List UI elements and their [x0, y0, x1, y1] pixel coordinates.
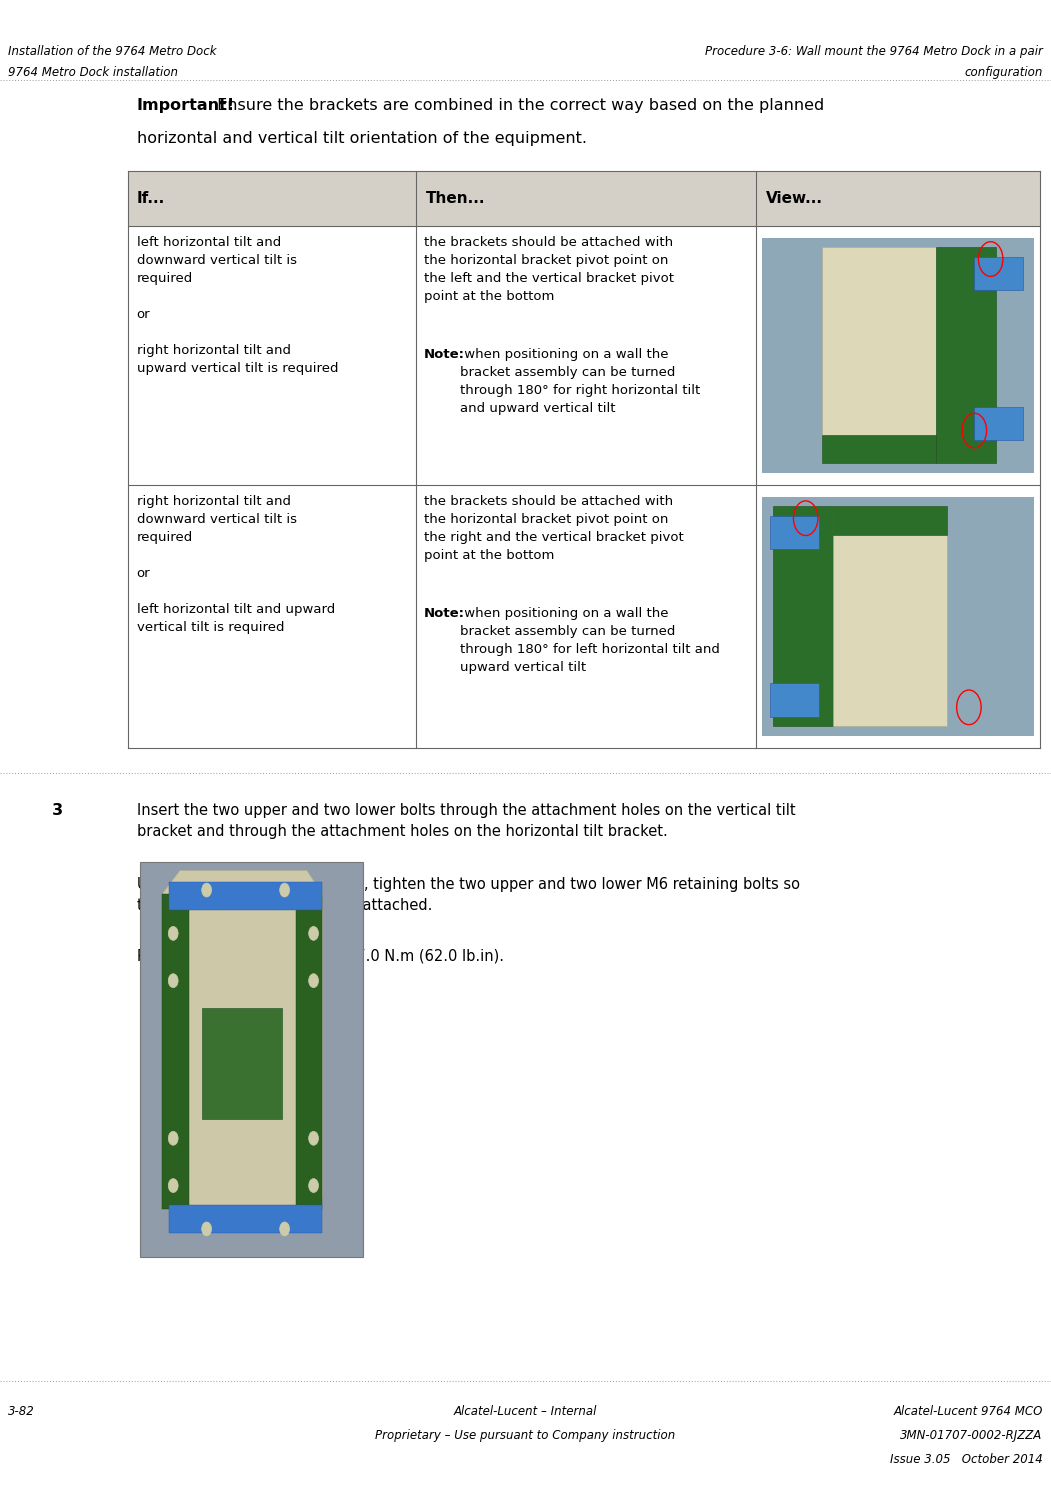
Circle shape [280, 1222, 289, 1236]
FancyBboxPatch shape [832, 506, 947, 727]
Circle shape [309, 1132, 318, 1145]
Circle shape [168, 974, 178, 987]
Text: Note:: Note: [424, 348, 465, 361]
Text: 3: 3 [53, 803, 63, 818]
Text: Recommended screw torque; 7.0 N.m (62.0 lb.in).: Recommended screw torque; 7.0 N.m (62.0 … [137, 949, 503, 964]
Text: If...: If... [137, 190, 165, 207]
FancyBboxPatch shape [822, 436, 936, 464]
Circle shape [280, 883, 289, 897]
Text: Important!: Important! [137, 98, 234, 113]
Text: Note:: Note: [424, 607, 465, 620]
Polygon shape [162, 870, 323, 1225]
Text: configuration: configuration [964, 65, 1043, 79]
FancyBboxPatch shape [974, 407, 1024, 440]
FancyBboxPatch shape [169, 882, 323, 910]
Text: Using a 10 mm ratchet wrench, tighten the two upper and two lower M6 retaining b: Using a 10 mm ratchet wrench, tighten th… [137, 877, 800, 913]
FancyBboxPatch shape [770, 516, 820, 549]
Text: left horizontal tilt and
downward vertical tilt is
required

or

right horizonta: left horizontal tilt and downward vertic… [137, 236, 338, 375]
FancyBboxPatch shape [140, 862, 363, 1257]
Circle shape [168, 926, 178, 940]
Text: Procedure 3-6: Wall mount the 9764 Metro Dock in a pair: Procedure 3-6: Wall mount the 9764 Metro… [705, 45, 1043, 58]
Text: Installation of the 9764 Metro Dock: Installation of the 9764 Metro Dock [8, 45, 217, 58]
FancyBboxPatch shape [202, 1008, 283, 1118]
Text: Issue 3.05   October 2014: Issue 3.05 October 2014 [890, 1453, 1043, 1466]
Text: Alcatel-Lucent – Internal: Alcatel-Lucent – Internal [454, 1405, 597, 1419]
Circle shape [168, 1132, 178, 1145]
Text: when positioning on a wall the
bracket assembly can be turned
through 180° for r: when positioning on a wall the bracket a… [459, 348, 700, 415]
Text: Then...: Then... [426, 190, 486, 207]
Text: 3MN-01707-0002-RJZZA: 3MN-01707-0002-RJZZA [901, 1429, 1043, 1442]
Circle shape [309, 1179, 318, 1193]
FancyBboxPatch shape [762, 497, 1034, 736]
Circle shape [202, 1222, 211, 1236]
FancyBboxPatch shape [295, 894, 323, 1209]
Text: right horizontal tilt and
downward vertical tilt is
required

or

left horizonta: right horizontal tilt and downward verti… [137, 495, 335, 633]
FancyBboxPatch shape [128, 171, 1040, 226]
Text: Alcatel-Lucent 9764 MCO: Alcatel-Lucent 9764 MCO [893, 1405, 1043, 1419]
Text: 9764 Metro Dock installation: 9764 Metro Dock installation [8, 65, 179, 79]
Text: Proprietary – Use pursuant to Company instruction: Proprietary – Use pursuant to Company in… [375, 1429, 676, 1442]
Text: Insert the two upper and two lower bolts through the attachment holes on the ver: Insert the two upper and two lower bolts… [137, 803, 796, 839]
FancyBboxPatch shape [936, 247, 996, 464]
FancyBboxPatch shape [762, 238, 1034, 473]
Circle shape [168, 1179, 178, 1193]
Text: 3-82: 3-82 [8, 1405, 35, 1419]
FancyBboxPatch shape [774, 506, 832, 727]
Text: horizontal and vertical tilt orientation of the equipment.: horizontal and vertical tilt orientation… [137, 131, 586, 146]
Circle shape [309, 974, 318, 987]
Text: Ensure the brackets are combined in the correct way based on the planned: Ensure the brackets are combined in the … [212, 98, 825, 113]
Text: when positioning on a wall the
bracket assembly can be turned
through 180° for l: when positioning on a wall the bracket a… [459, 607, 720, 674]
Text: the brackets should be attached with
the horizontal bracket pivot point on
the r: the brackets should be attached with the… [424, 495, 684, 562]
FancyBboxPatch shape [832, 506, 947, 535]
FancyBboxPatch shape [770, 684, 820, 717]
FancyBboxPatch shape [974, 257, 1024, 290]
FancyBboxPatch shape [162, 894, 189, 1209]
Text: View...: View... [766, 190, 823, 207]
Text: the brackets should be attached with
the horizontal bracket pivot point on
the l: the brackets should be attached with the… [424, 236, 674, 303]
FancyBboxPatch shape [169, 1206, 323, 1233]
Circle shape [202, 883, 211, 897]
FancyBboxPatch shape [822, 247, 936, 464]
Circle shape [309, 926, 318, 940]
